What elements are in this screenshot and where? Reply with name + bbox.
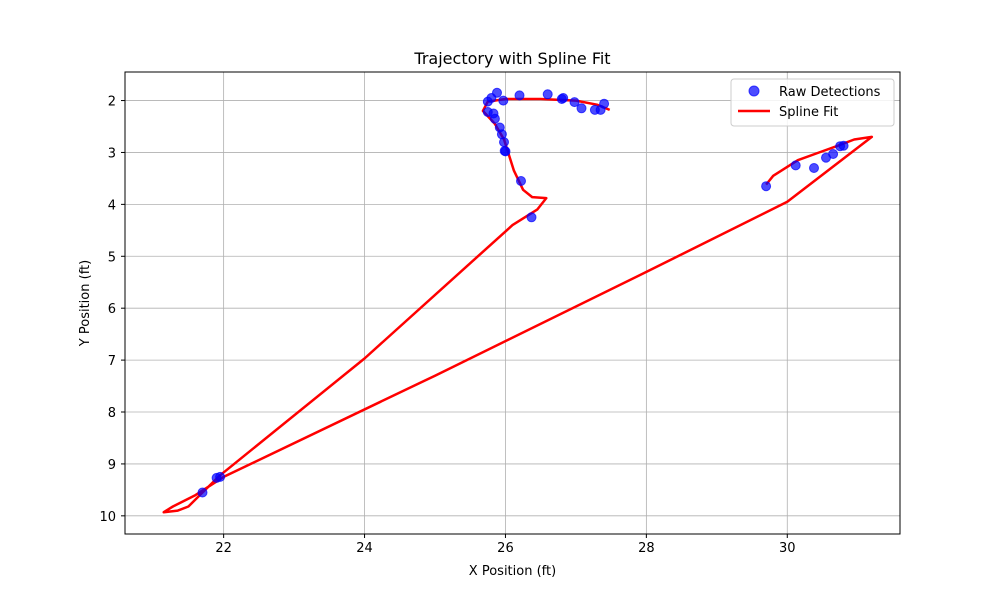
raw-detection-point	[197, 487, 208, 498]
raw-detection-point	[489, 113, 500, 124]
y-tick-label: 4	[108, 198, 116, 213]
raw-detection-point	[790, 160, 801, 171]
raw-detection-point	[526, 212, 537, 223]
raw-detection-point	[500, 146, 511, 157]
raw-detection-point	[558, 93, 569, 103]
plot-frame	[124, 71, 901, 535]
raw-detection-point	[828, 149, 839, 159]
x-tick-label: 24	[356, 541, 373, 556]
raw-detection-point	[599, 98, 610, 109]
y-tick-label: 9	[108, 458, 116, 473]
raw-detection-point	[492, 87, 502, 98]
points-layer	[197, 87, 849, 498]
legend: Raw Detections Spline Fit	[730, 78, 895, 127]
y-tick-label: 3	[108, 146, 116, 161]
raw-detection-point	[576, 103, 587, 114]
raw-detection-point	[761, 181, 772, 192]
y-tick-label: 6	[108, 302, 116, 317]
x-tick-label: 30	[779, 541, 796, 556]
x-axis-label: X Position (ft)	[469, 564, 556, 579]
raw-detection-point	[542, 89, 553, 100]
x-tick-label: 28	[638, 541, 655, 556]
legend-label-raw-detections: Raw Detections	[779, 85, 881, 100]
y-tick-label: 10	[99, 510, 116, 525]
legend-label-spline-fit: Spline Fit	[779, 105, 838, 120]
tick-layer: 22 24 26 28 30 2 3 4 5 6 7 8 9 10	[99, 95, 795, 556]
chart-title: Trajectory with Spline Fit	[413, 49, 610, 68]
y-tick-label: 8	[108, 406, 116, 421]
spline-layer	[162, 97, 874, 514]
raw-detection-point	[498, 95, 509, 106]
grid-layer	[125, 72, 900, 534]
x-tick-label: 22	[215, 541, 232, 556]
spline-fit-line	[162, 97, 874, 514]
y-tick-label: 7	[108, 354, 116, 369]
y-axis-label: Y Position (ft)	[78, 260, 93, 347]
x-tick-label: 26	[497, 541, 514, 556]
y-tick-label: 5	[108, 250, 116, 265]
raw-detection-point	[516, 176, 526, 186]
raw-detection-point	[215, 471, 226, 482]
raw-detection-point	[838, 140, 849, 151]
legend-box	[730, 78, 895, 127]
legend-marker-raw-detections	[748, 85, 760, 97]
raw-detection-point	[569, 97, 580, 108]
y-tick-label: 2	[108, 95, 116, 110]
raw-detection-point	[499, 137, 509, 148]
raw-detection-point	[514, 90, 525, 101]
raw-detection-point	[809, 163, 819, 173]
